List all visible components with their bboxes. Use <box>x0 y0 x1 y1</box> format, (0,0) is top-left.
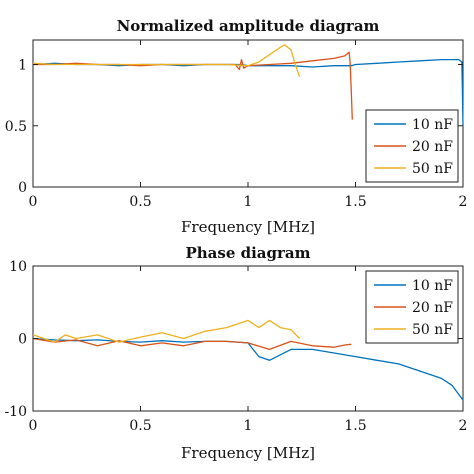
phase-ytick-label: 10 <box>9 259 27 275</box>
amplitude-xtick-label: 2 <box>459 194 468 210</box>
phase-xtick-label: 0 <box>29 418 38 434</box>
amplitude-xlabel: Frequency [MHz] <box>181 218 315 236</box>
amplitude-xtick-label: 0.5 <box>129 194 151 210</box>
amplitude-legend-label-20nf: 20 nF <box>412 139 453 155</box>
phase-xtick-label: 0.5 <box>129 418 151 434</box>
phase-legend-label-10nf: 10 nF <box>412 278 453 294</box>
phase-ytick-label: -10 <box>4 404 27 420</box>
amplitude-xtick-label: 1 <box>244 194 253 210</box>
amplitude-xtick-label: 1.5 <box>344 194 366 210</box>
amplitude-series-line-50nf <box>32 44 301 78</box>
phase-xtick-label: 1 <box>244 418 253 434</box>
amplitude-ytick-label: 0 <box>18 180 27 196</box>
amplitude-series <box>32 44 464 126</box>
phase-legend-label-50nf: 50 nF <box>412 322 453 338</box>
amplitude-ticks: 0 0.5 1 1.5 2 0 0.5 1 <box>5 40 468 210</box>
phase-xlabel: Frequency [MHz] <box>181 444 315 462</box>
amplitude-legend-label-50nf: 50 nF <box>412 161 453 177</box>
phase-xtick-label: 2 <box>459 418 468 434</box>
amplitude-legend: 10 nF 20 nF 50 nF <box>365 109 459 183</box>
phase-series-line-10nf <box>32 337 464 401</box>
phase-series <box>32 319 464 401</box>
phase-legend-label-20nf: 20 nF <box>412 300 453 316</box>
phase-title: Phase diagram <box>185 244 310 262</box>
amplitude-xtick-label: 0 <box>29 194 38 210</box>
amplitude-ytick-label: 0.5 <box>5 119 27 135</box>
amplitude-title: Normalized amplitude diagram <box>117 17 380 35</box>
phase-series-line-20nf <box>32 337 352 351</box>
phase-series-line-50nf <box>32 319 301 343</box>
amplitude-series-line-10nf <box>32 58 464 126</box>
amplitude-ytick-label: 1 <box>18 58 27 74</box>
amplitude-subplot: Normalized amplitude diagram 0 0.5 1 1.5 200… <box>5 17 468 236</box>
phase-legend: 10 nF 20 nF 50 nF <box>365 270 459 344</box>
phase-ytick-label: 0 <box>18 332 27 348</box>
phase-xtick-label: 1.5 <box>344 418 366 434</box>
amplitude-legend-label-10nf: 10 nF <box>412 117 453 133</box>
